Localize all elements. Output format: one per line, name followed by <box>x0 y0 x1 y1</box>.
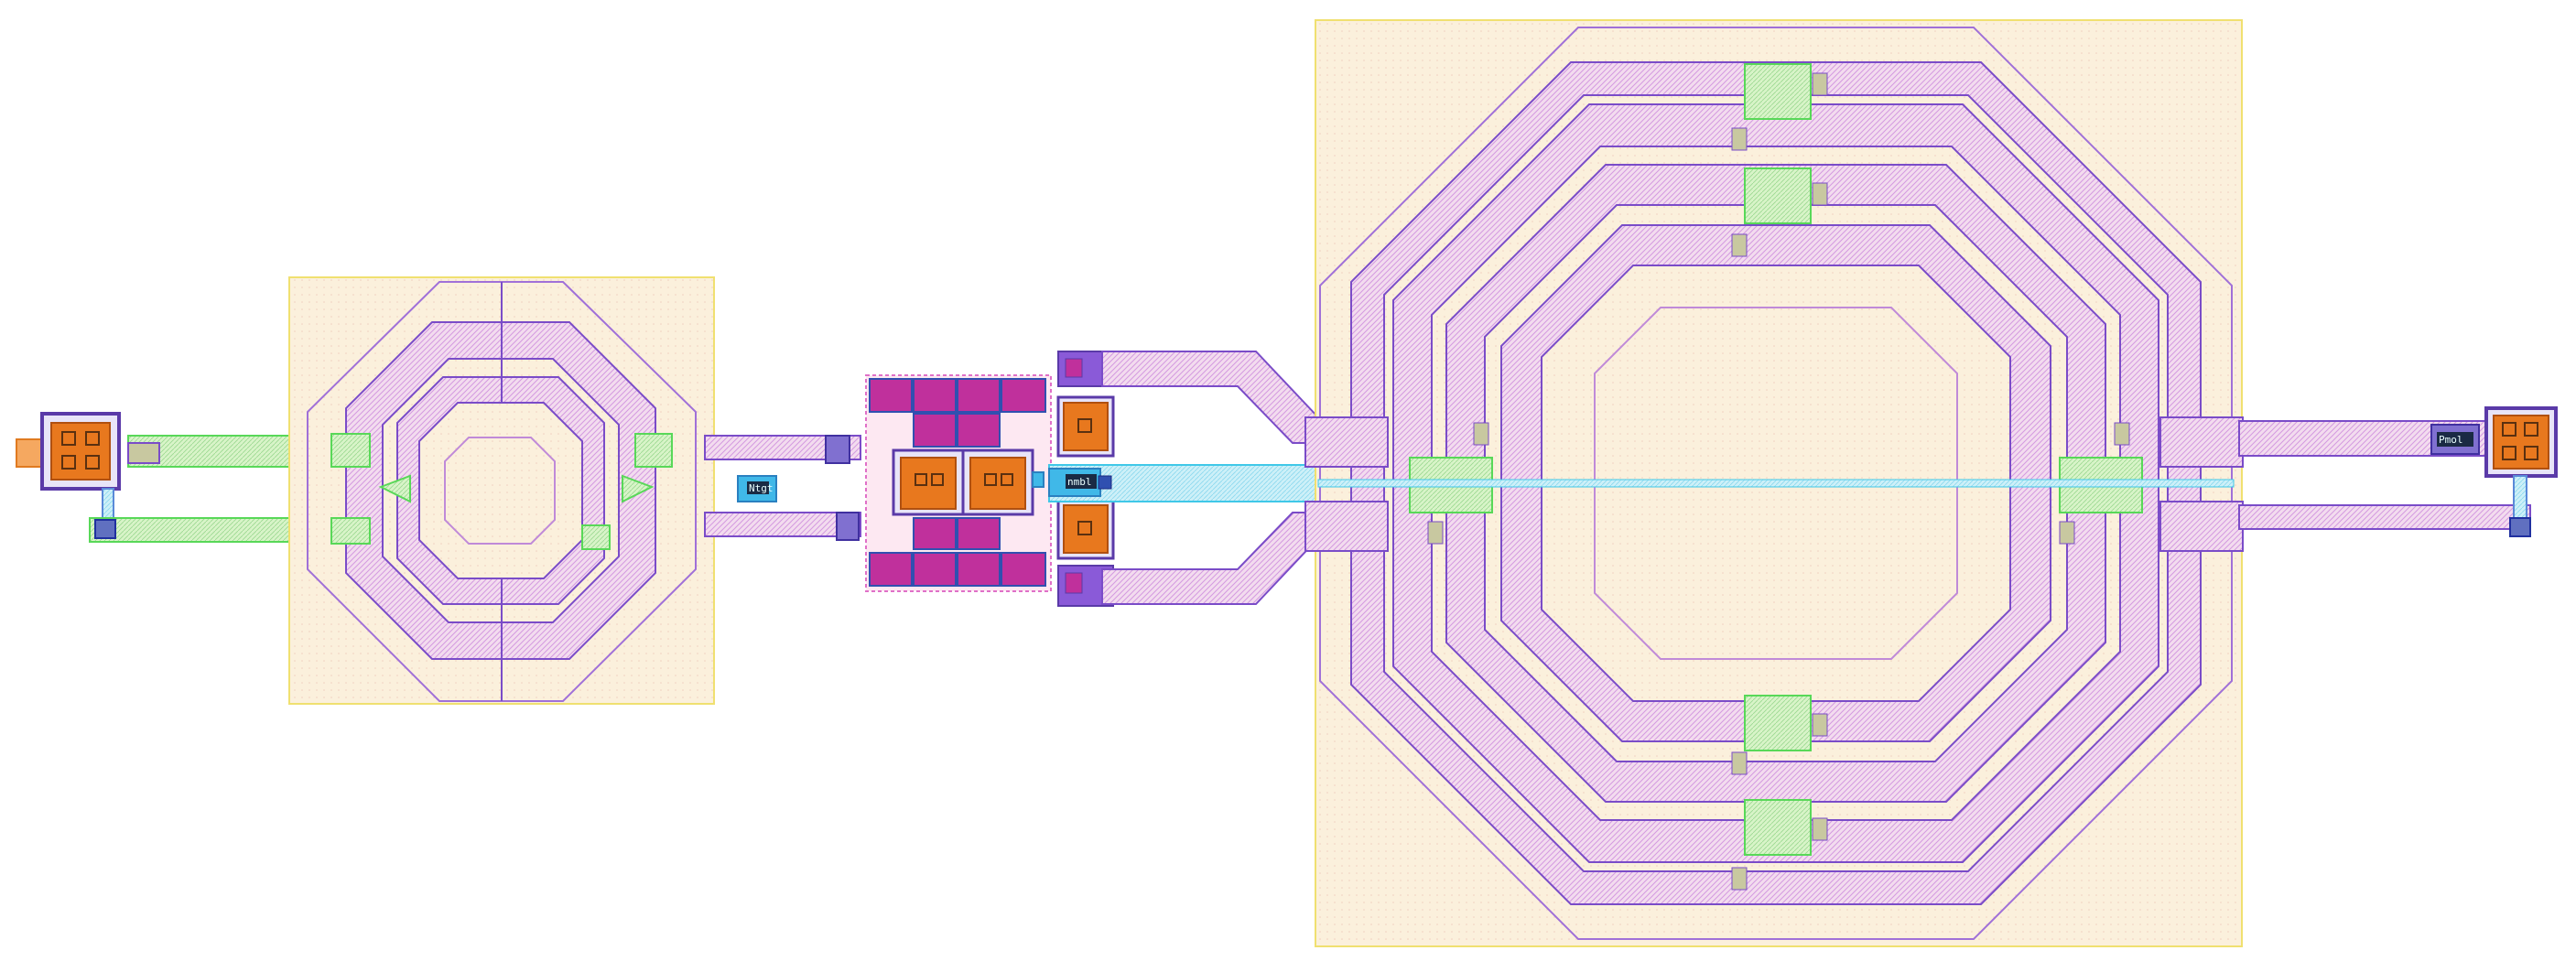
label-b: nmbl <box>1067 476 1092 488</box>
large-inductor <box>1304 19 2244 947</box>
right-pad <box>2484 406 2558 537</box>
right-feed-lines: Pmol <box>2238 420 2531 530</box>
lower-fingers <box>869 517 1046 587</box>
gate-pads <box>892 448 1044 516</box>
port-leads <box>1304 416 2244 552</box>
output-pads <box>1056 351 1115 607</box>
center-feed-lines: nmbl <box>1048 351 1325 605</box>
crossovers <box>1409 63 2143 891</box>
small-inductor <box>288 276 715 705</box>
transistor-array <box>865 374 1052 592</box>
upper-fingers <box>869 378 1046 448</box>
left-pad <box>16 412 121 534</box>
label-a: Ntgt <box>749 482 774 494</box>
label-c: Pmol <box>2439 434 2463 446</box>
mid-feed-lines: Ntgt <box>704 435 861 541</box>
